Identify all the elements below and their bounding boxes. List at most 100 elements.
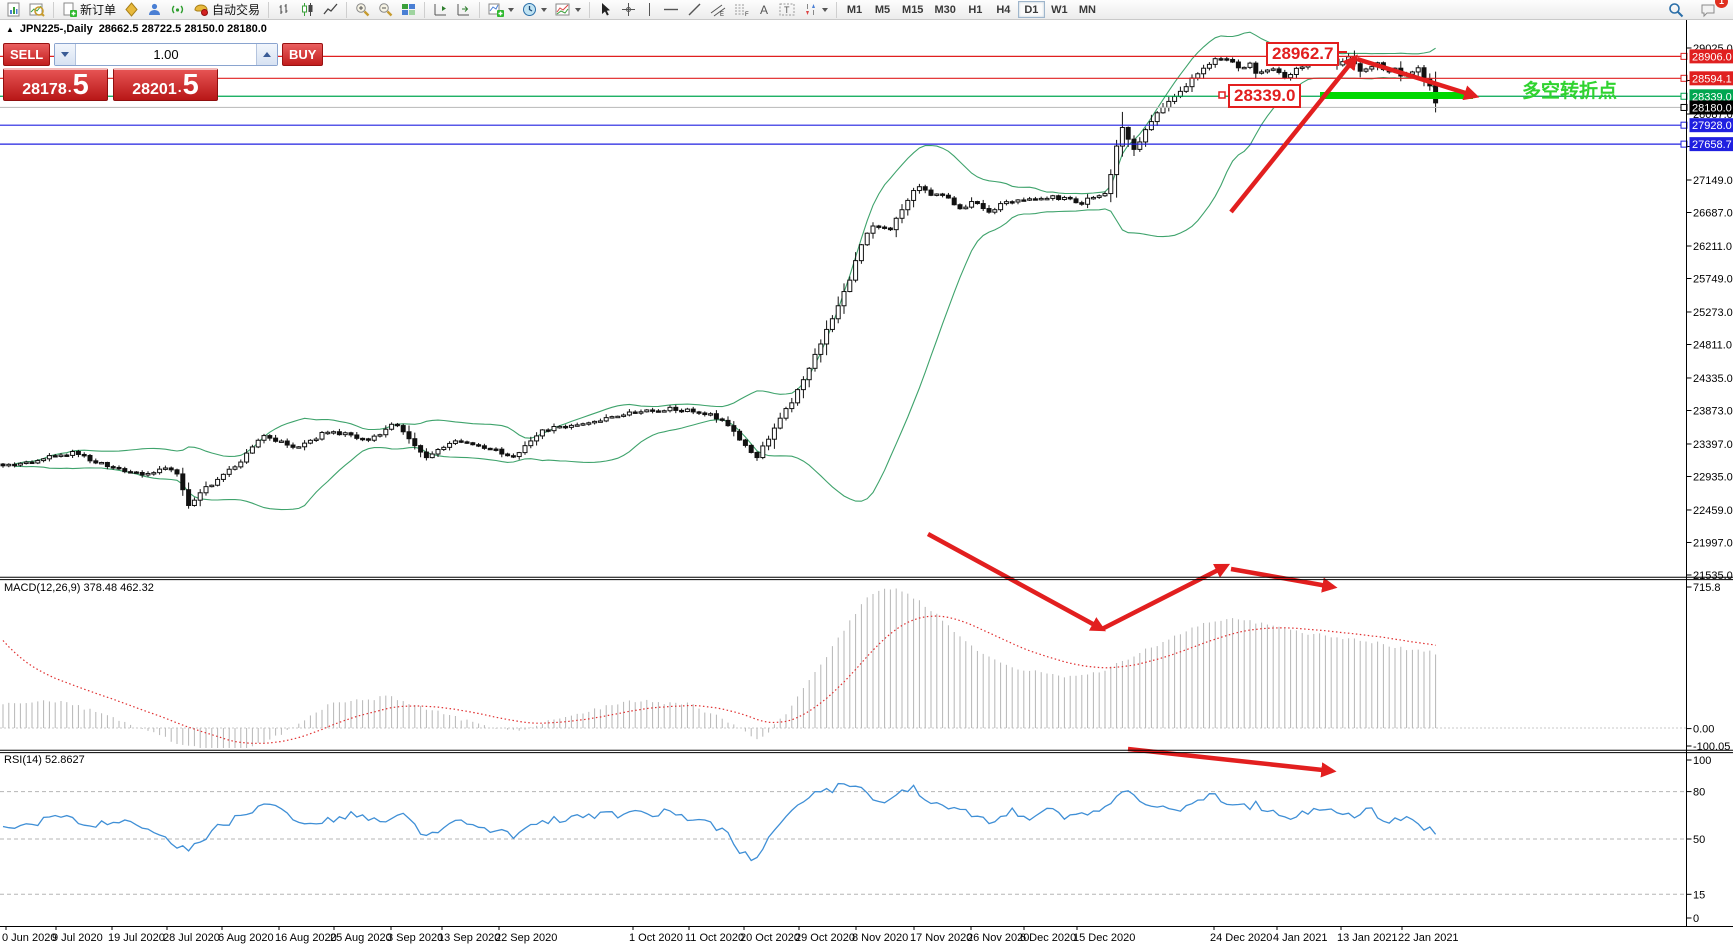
signals-button[interactable] <box>166 0 189 19</box>
price-callout-peak[interactable]: 28962.7 <box>1266 42 1340 66</box>
date-label[interactable]: 6 Aug 2020 <box>218 932 274 944</box>
chat-button[interactable] <box>1696 0 1721 19</box>
trend-arrow-2[interactable] <box>1356 56 1480 101</box>
date-label[interactable]: 11 Oct 2020 <box>685 932 744 944</box>
line-chart-icon <box>323 2 338 17</box>
date-label[interactable]: 8 Nov 2020 <box>852 932 908 944</box>
date-label[interactable]: 22 Jan 2021 <box>1398 932 1459 944</box>
new-chart-button[interactable] <box>2 0 25 19</box>
crosshair-button[interactable] <box>617 0 640 19</box>
date-label[interactable]: 9 Jul 2020 <box>52 932 103 944</box>
timeframe-m5[interactable]: M5 <box>869 1 896 18</box>
date-label[interactable]: 6 Dec 2020 <box>1020 932 1076 944</box>
date-label[interactable]: 24 Dec 2020 <box>1210 932 1272 944</box>
volume-decrease-button[interactable] <box>55 44 76 65</box>
arrows-button[interactable] <box>799 0 832 19</box>
one-click-trading-panel: SELL BUY 28178.5 28201.5 <box>3 41 324 101</box>
date-label[interactable]: 29 Oct 2020 <box>795 932 855 944</box>
cursor-icon <box>598 2 613 17</box>
timeframe-d1[interactable]: D1 <box>1017 1 1045 18</box>
timeframe-m1[interactable]: M1 <box>841 1 868 18</box>
trendline-button[interactable] <box>683 0 706 19</box>
volume-input[interactable] <box>76 44 256 65</box>
vertical-line-button[interactable] <box>640 0 659 19</box>
timeframe-m30[interactable]: M30 <box>929 1 960 18</box>
date-label[interactable]: 13 Sep 2020 <box>438 932 500 944</box>
timeframe-h1[interactable]: H1 <box>962 1 989 18</box>
price-tick: 24335.0 <box>1693 373 1733 385</box>
autotrading-label: 自动交易 <box>212 3 261 17</box>
text-button[interactable]: A <box>754 0 775 19</box>
price-axis: 29025.028563.028087.027625.027149.026687… <box>1680 43 1733 925</box>
date-label[interactable]: 17 Nov 2020 <box>910 932 972 944</box>
date-label[interactable]: 15 Dec 2020 <box>1073 932 1135 944</box>
date-label[interactable]: 16 Aug 2020 <box>275 932 337 944</box>
date-label[interactable]: 1 Oct 2020 <box>629 932 683 944</box>
price-line-label: 27658.7 <box>1692 139 1732 151</box>
cursor-button[interactable] <box>594 0 617 19</box>
line-chart-button[interactable] <box>319 0 342 19</box>
new-order-label: 新订单 <box>80 3 117 17</box>
horizontal-line-button[interactable] <box>659 0 683 19</box>
timeframe-mn[interactable]: MN <box>1074 1 1101 18</box>
candlestick-button[interactable] <box>296 0 319 19</box>
templates-icon <box>555 2 571 17</box>
vertical-line-icon <box>644 2 655 17</box>
date-label[interactable]: 20 Oct 2020 <box>740 932 800 944</box>
auto-scroll-button[interactable] <box>452 0 475 19</box>
date-label[interactable]: 4 Jan 2021 <box>1273 932 1327 944</box>
community-button[interactable] <box>143 0 166 19</box>
date-label[interactable]: 26 Nov 2020 <box>967 932 1029 944</box>
trend-arrow-3[interactable] <box>926 532 1107 632</box>
bar-chart-button[interactable] <box>273 0 296 19</box>
svg-text:F: F <box>745 12 749 17</box>
date-label[interactable]: 3 Sep 2020 <box>387 932 443 944</box>
autotrading-button[interactable]: 自动交易 <box>189 0 264 19</box>
templates-button[interactable] <box>551 0 585 19</box>
search-icon <box>1668 2 1684 18</box>
macd-tick: 715.8 <box>1693 582 1721 594</box>
svg-text:E: E <box>720 12 724 17</box>
date-label[interactable]: 0 Jun 2020 <box>2 932 56 944</box>
date-label[interactable]: 19 Jul 2020 <box>108 932 165 944</box>
trend-arrow-5[interactable] <box>1230 566 1338 593</box>
profiles-button[interactable] <box>25 0 49 19</box>
timeframe-m15[interactable]: M15 <box>897 1 928 18</box>
trend-arrow-4[interactable] <box>1100 563 1231 632</box>
periods-button[interactable] <box>518 0 551 19</box>
equidistant-channel-button[interactable]: E <box>706 0 730 19</box>
timeframe-h4[interactable]: H4 <box>990 1 1017 18</box>
date-label[interactable]: 22 Sep 2020 <box>495 932 557 944</box>
buy-button[interactable]: BUY <box>282 43 324 66</box>
chart-shift-button[interactable] <box>429 0 452 19</box>
price-tick: 22459.0 <box>1693 505 1733 517</box>
dropdown-caret-icon <box>822 7 829 12</box>
chart-collapse-icon[interactable]: ▲ <box>6 24 14 34</box>
metaeditor-button[interactable] <box>120 0 143 19</box>
sell-button[interactable]: SELL <box>3 43 50 66</box>
indicators-button[interactable] <box>484 0 518 19</box>
trend-arrow-1[interactable] <box>1229 54 1358 214</box>
date-label[interactable]: 28 Jul 2020 <box>163 932 220 944</box>
tile-windows-button[interactable] <box>397 0 420 19</box>
search-button[interactable] <box>1664 0 1688 19</box>
timeframe-w1[interactable]: W1 <box>1046 1 1073 18</box>
zoom-out-button[interactable] <box>374 0 397 19</box>
date-label[interactable]: 13 Jan 2021 <box>1337 932 1398 944</box>
turning-point-annotation[interactable]: 多空转折点 <box>1522 81 1618 102</box>
date-label[interactable]: 25 Aug 2020 <box>330 932 392 944</box>
signal-icon <box>170 2 185 17</box>
text-label-button[interactable]: T <box>775 0 799 19</box>
sell-price-button[interactable]: 28178. 5 <box>3 68 108 101</box>
buy-price-button[interactable]: 28201. 5 <box>113 68 218 101</box>
new-order-button[interactable]: 新订单 <box>58 0 120 19</box>
rsi-tick: 50 <box>1693 834 1705 846</box>
rsi-panel <box>0 782 1686 895</box>
rsi-tick: 80 <box>1693 787 1705 799</box>
fibonacci-button[interactable]: F <box>730 0 754 19</box>
volume-increase-button[interactable] <box>256 44 277 65</box>
zoom-in-button[interactable] <box>351 0 374 19</box>
rsi-tick: 0 <box>1693 913 1699 925</box>
price-callout-support[interactable]: 28339.0 <box>1228 84 1302 108</box>
